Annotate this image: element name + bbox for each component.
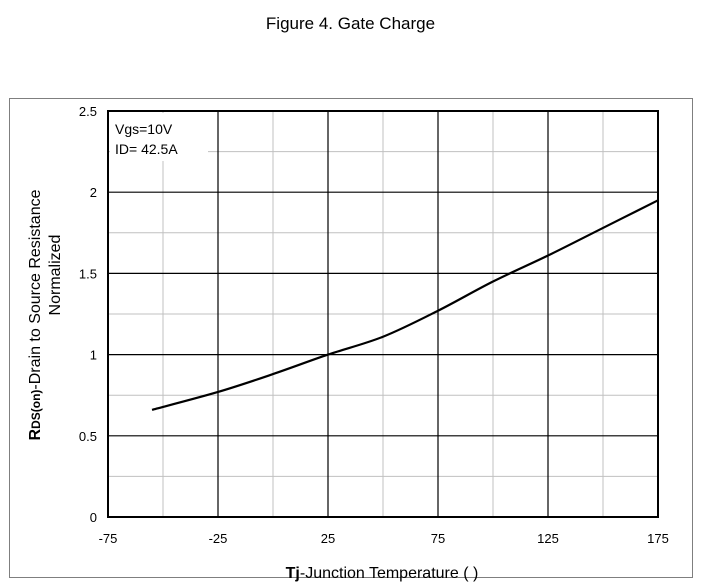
x-tick-label: -25 [209,531,228,546]
y-tick-label: 0 [90,510,97,525]
x-tick-label: 125 [537,531,559,546]
y-axis-title-line1: RDS(on)-Drain to Source Resistance [27,189,44,440]
grid-layer [107,110,659,518]
x-tick-label: 175 [647,531,669,546]
y-tick-label: 2 [90,185,97,200]
y-tick-label: 1 [90,348,97,363]
annotation-box: Vgs=10V ID= 42.5A [110,113,208,161]
plot-area-border [107,110,659,518]
y-tick-label: 1.5 [79,266,97,281]
x-axis-title: Tj-Junction Temperature ( ) [286,565,479,582]
annotation-vgs: Vgs=10V [115,121,173,137]
y-tick-label: 2.5 [79,104,97,119]
x-tick-label: 25 [321,531,335,546]
x-axis-title-rest: -Junction Temperature ( ) [300,565,478,582]
annotation-id: ID= 42.5A [115,141,178,157]
y-tick-label: 0.5 [79,429,97,444]
series-line [151,199,659,411]
y-axis-title-subscript: DS(on) [29,390,43,429]
y-axis-title: RDS(on)-Drain to Source Resistance Norma… [27,189,64,440]
y-axis-title-line2: Normalized [47,235,64,316]
x-tick-label: 75 [431,531,445,546]
y-axis-title-prefix: R [27,428,44,440]
figure-title: Figure 4. Gate Charge [265,14,436,33]
y-axis-title-rest: -Drain to Source Resistance [27,189,44,389]
chart-frame [9,98,693,578]
x-tick-label: -75 [99,531,118,546]
x-axis-title-prefix: Tj [286,565,300,582]
tick-labels: -75 -25 25 75 125 175 0 0.5 1 1.5 2 2.5 [79,104,669,546]
